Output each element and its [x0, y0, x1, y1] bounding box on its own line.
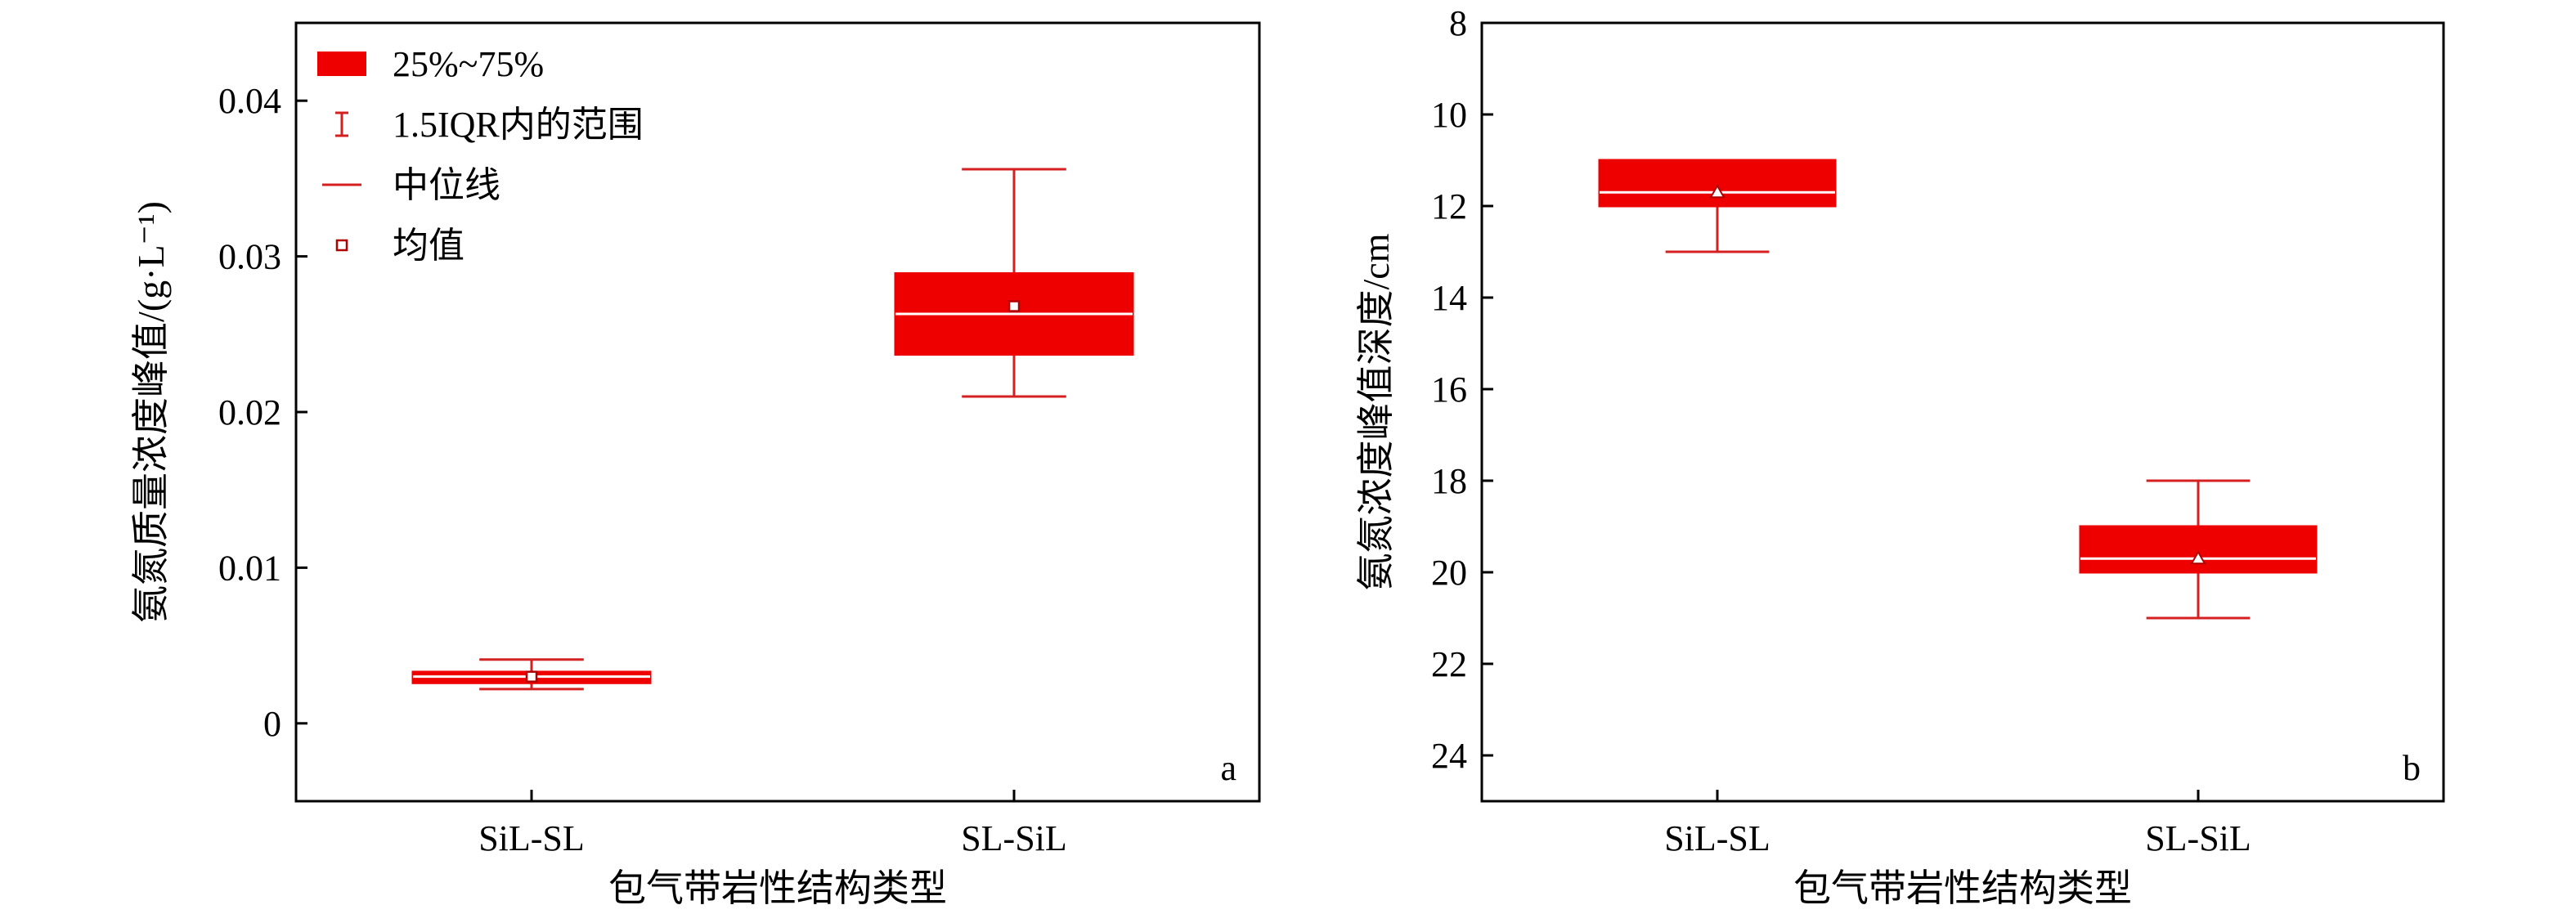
legend-item: 均值	[335, 226, 464, 266]
x-tick-label: SL-SiL	[2145, 818, 2251, 858]
box-sl-sil	[894, 168, 1134, 398]
y-tick-label: 22	[1431, 644, 1467, 684]
y-tick-label: 0.03	[218, 237, 281, 277]
chart-panel-b: 8 10 12 14 16 18 20 22 24 SiL-SL SL-SiL 包气带岩性结构类型 氨氮…	[1355, 3, 2445, 909]
legend-item: 中位线	[322, 165, 500, 205]
mean-marker	[2190, 550, 2206, 565]
legend-label: 1.5IQR内的范围	[393, 105, 644, 145]
legend-label: 均值	[393, 226, 464, 266]
y-tick-label: 10	[1431, 95, 1467, 135]
x-axis-title: 包气带岩性结构类型	[1793, 867, 2132, 909]
iqr-box	[2079, 525, 2318, 574]
y-tick-label: 8	[1449, 3, 1467, 43]
panel-label: b	[2403, 748, 2421, 788]
legend-swatch-square	[335, 239, 348, 252]
y-tick-label: 18	[1431, 461, 1467, 501]
y-axis-title: 氨氮浓度峰值深度/cm	[1355, 233, 1397, 590]
iqr-box	[1598, 159, 1837, 208]
legend-label: 中位线	[393, 165, 500, 205]
y-tick-label: 0.04	[218, 81, 281, 121]
legend-swatch-box	[317, 52, 366, 76]
box-sl-sil	[2079, 479, 2318, 620]
mean-marker	[525, 670, 538, 683]
x-tick-label: SL-SiL	[961, 818, 1067, 858]
y-tick-label: 24	[1431, 736, 1467, 776]
y-tick-label: 0.02	[218, 392, 281, 432]
chart-panel-a: 0 0.01 0.02 0.03 0.04 SiL-SL SL-SiL 包气带岩性结构类型 氨氮…	[130, 21, 1261, 909]
y-tick-label: 20	[1431, 553, 1467, 593]
y-axis-title: 氨氮质量浓度峰值/(g·L⁻¹)	[130, 201, 172, 623]
y-tick-label: 0	[263, 704, 281, 744]
y-tick-label: 0.01	[218, 548, 281, 588]
x-axis-title: 包气带岩性结构类型	[608, 867, 947, 909]
legend-item: 1.5IQR内的范围	[335, 105, 644, 145]
y-tick-label: 14	[1431, 278, 1467, 318]
panel-label: a	[1220, 748, 1236, 788]
plot-frame	[1480, 21, 2445, 803]
x-tick-label: SiL-SL	[478, 818, 585, 858]
mean-marker	[1709, 184, 1726, 199]
legend-label: 25%~75%	[393, 44, 544, 84]
y-tick-label: 12	[1431, 186, 1467, 226]
mean-marker	[1008, 300, 1021, 312]
y-tick-label: 16	[1431, 370, 1467, 410]
x-tick-label: SiL-SL	[1664, 818, 1770, 858]
box-sil-sl	[1598, 159, 1837, 253]
box-sil-sl	[411, 658, 652, 691]
legend-item: 25%~75%	[317, 44, 544, 84]
